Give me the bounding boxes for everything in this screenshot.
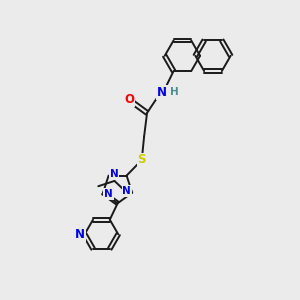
Text: N: N <box>75 228 85 241</box>
Text: S: S <box>137 154 146 166</box>
Text: N: N <box>104 189 113 199</box>
Text: O: O <box>124 93 134 106</box>
Text: N: N <box>122 186 131 196</box>
Text: N: N <box>110 169 118 179</box>
Text: N: N <box>158 86 167 99</box>
Text: H: H <box>170 87 179 97</box>
